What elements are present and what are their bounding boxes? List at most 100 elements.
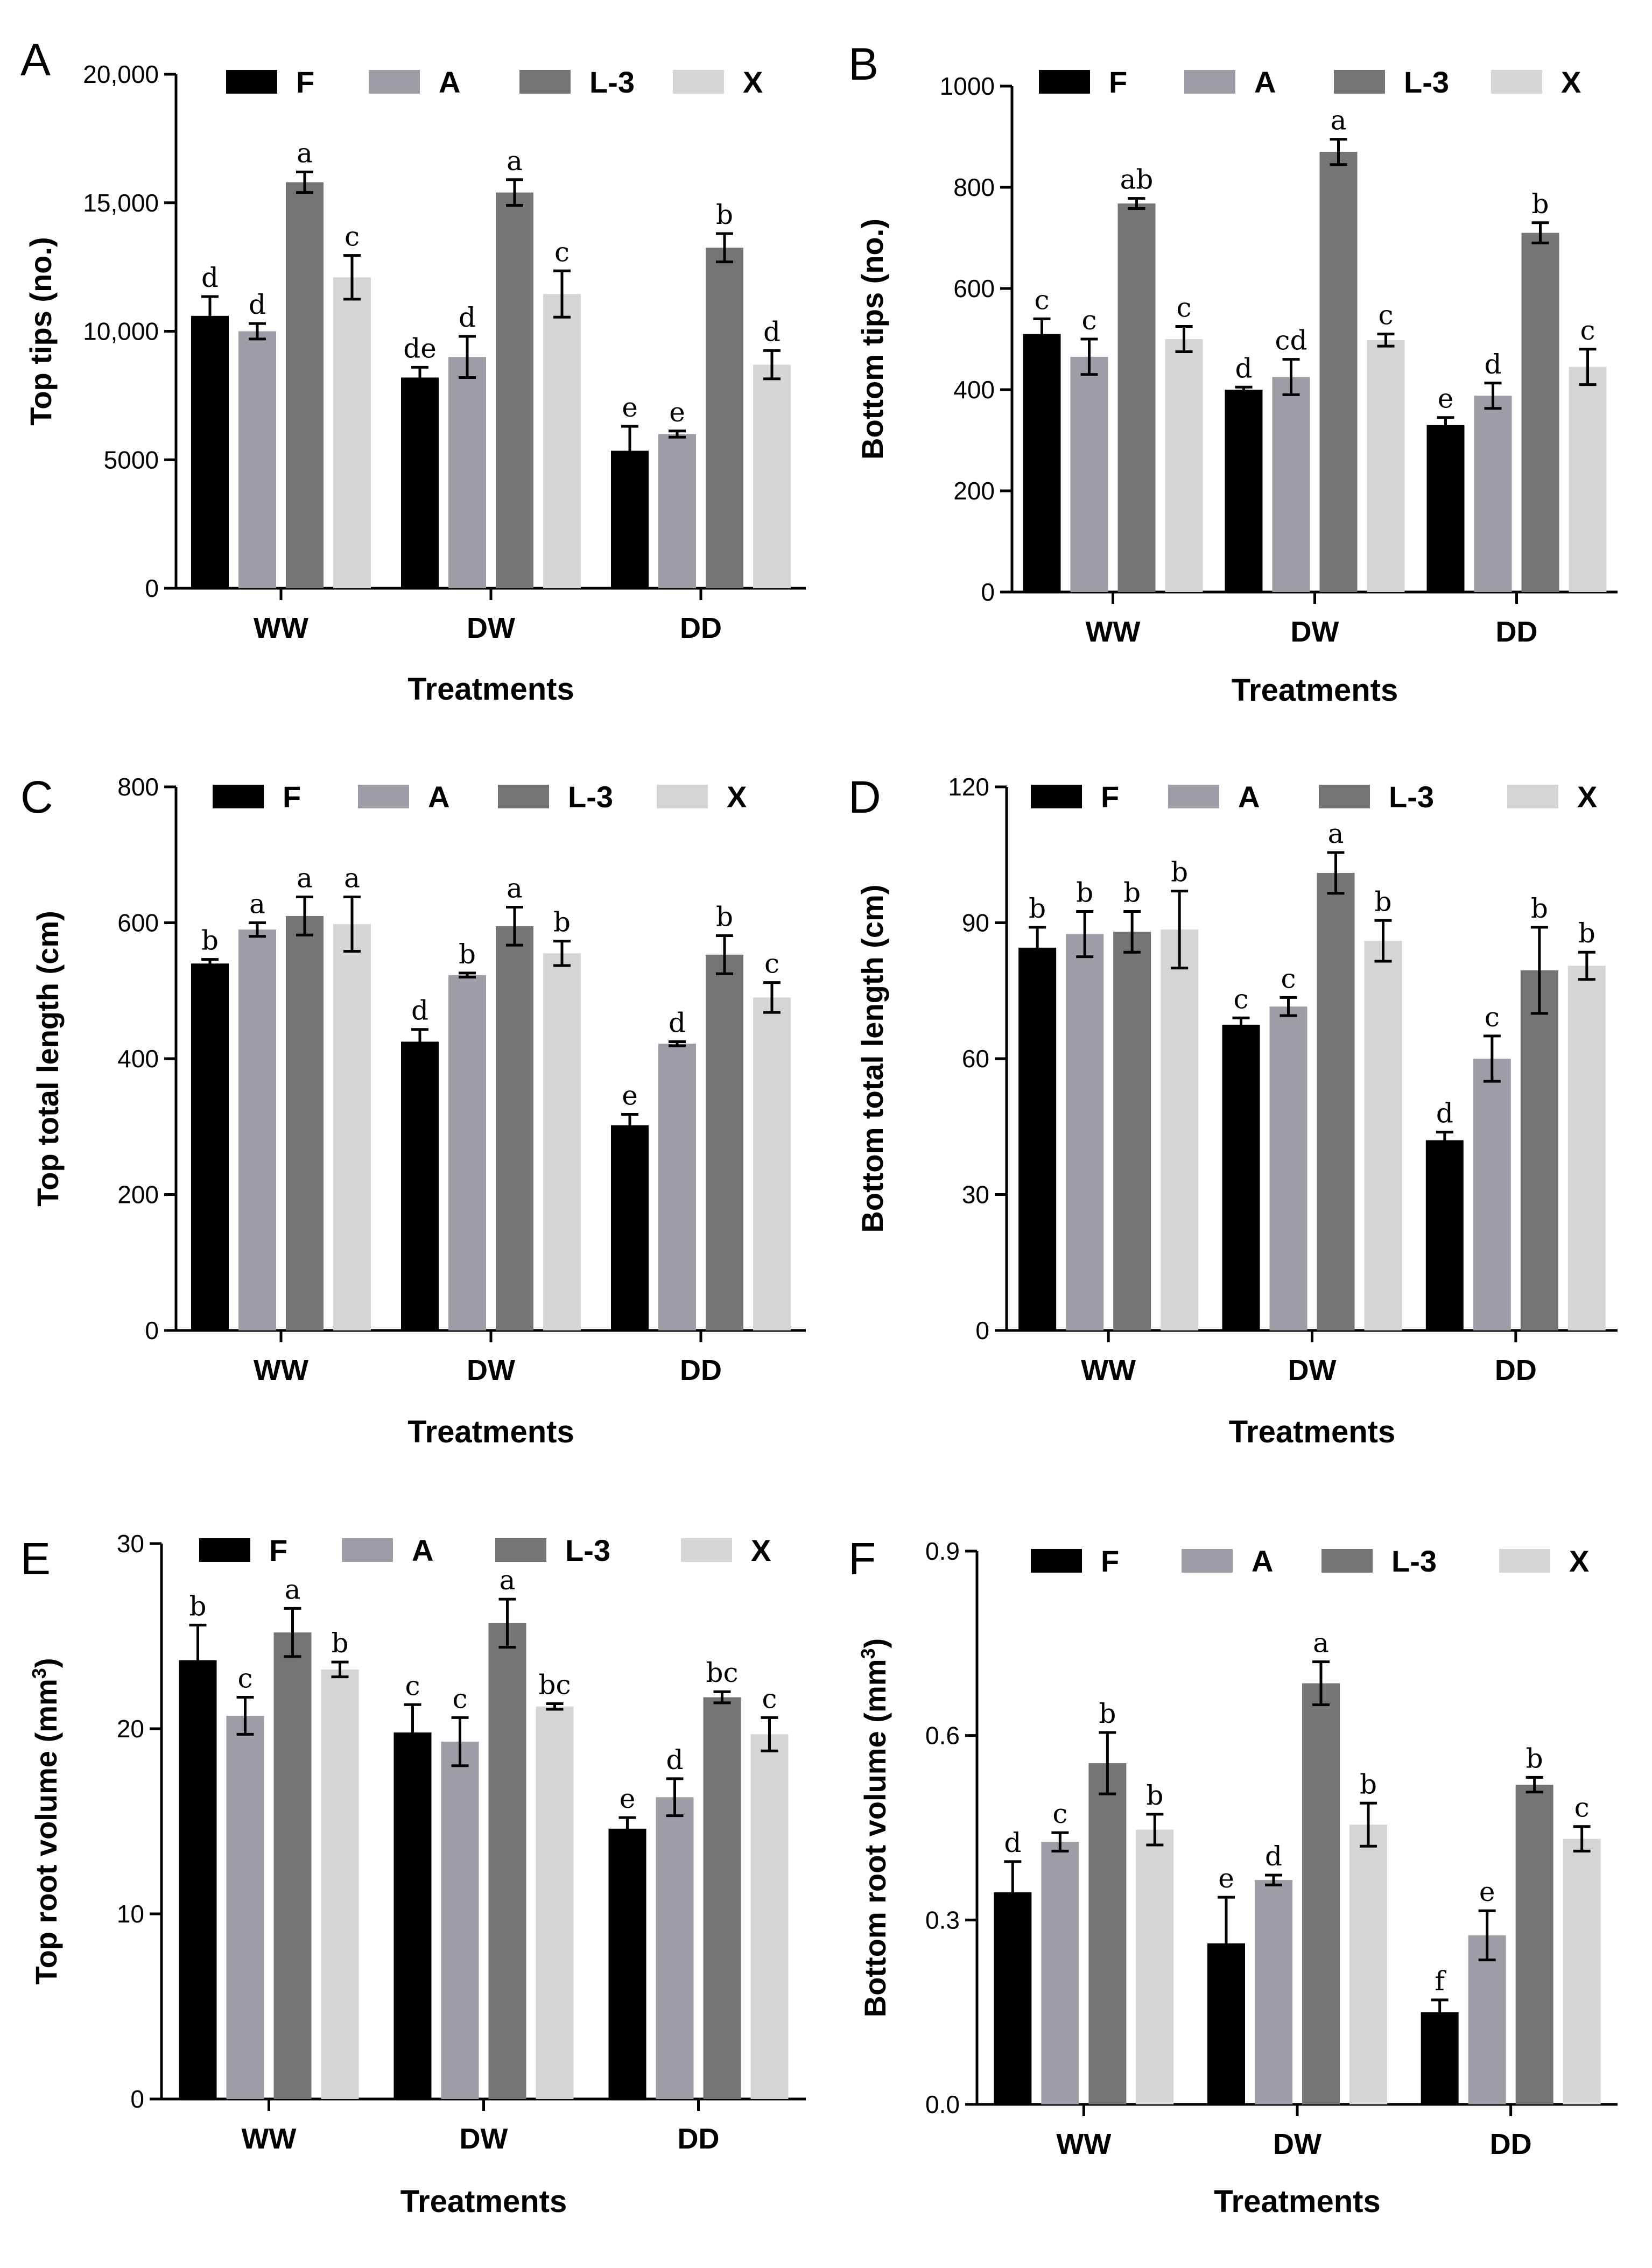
x-tick-label: WW <box>1086 616 1141 648</box>
x-axis-label: Treatments <box>1214 2184 1380 2219</box>
bar-L-3-DW <box>496 926 533 1330</box>
x-tick-label: DD <box>678 2123 720 2155</box>
y-tick-label: 400 <box>117 1045 159 1073</box>
x-tick-label: DW <box>1291 616 1339 648</box>
significance-letter: b <box>1526 1743 1543 1774</box>
x-axis-label: Treatments <box>400 2184 567 2219</box>
significance-letter: c <box>1378 300 1393 331</box>
bar-X-DW <box>543 953 581 1330</box>
x-tick-label: WW <box>254 612 308 644</box>
legend-label-A: A <box>1254 65 1276 99</box>
significance-letter: c <box>764 948 779 980</box>
x-tick-label: WW <box>1056 2128 1111 2160</box>
legend-label-A: A <box>439 65 460 99</box>
x-tick-label: DD <box>1495 1354 1537 1386</box>
bar-L-3-DD <box>1515 1785 1553 2104</box>
significance-letter: b <box>331 1628 348 1659</box>
bar-A-WW <box>1041 1842 1079 2104</box>
y-tick-label: 1000 <box>940 72 995 100</box>
significance-letter: c <box>345 221 360 252</box>
y-tick-label: 400 <box>953 376 995 404</box>
bar-X-DD <box>1567 966 1606 1330</box>
y-tick-label: 90 <box>962 909 989 937</box>
panel-E: E 0 10 20 30 Top root volume (mm3) Treatments W… <box>20 1530 806 2219</box>
bar-A-WW <box>238 331 276 588</box>
legend-label-L-3: L-3 <box>565 1533 610 1567</box>
significance-letter: a <box>507 145 523 177</box>
legend-label-A: A <box>412 1533 433 1567</box>
significance-letter: b <box>1076 877 1093 908</box>
significance-letter: d <box>763 316 781 347</box>
x-axis-label: Treatments <box>407 1414 574 1449</box>
significance-letter: a <box>1331 105 1347 136</box>
x-axis-label: Treatments <box>407 672 574 707</box>
bar-F-DW <box>1222 1024 1260 1330</box>
significance-letter: d <box>1235 353 1252 384</box>
significance-letter: d <box>666 1744 683 1776</box>
bar-X-DW <box>1349 1825 1387 2104</box>
significance-letter: b <box>1099 1698 1116 1729</box>
bar-F-WW <box>179 1660 217 2099</box>
y-axis-label-superscript: 3 <box>28 1668 50 1679</box>
significance-letter: b <box>1578 918 1595 949</box>
x-tick-label: DW <box>1288 1354 1337 1386</box>
x-tick-label: DD <box>1490 2128 1532 2160</box>
significance-letter: a <box>297 863 313 894</box>
x-tick-label: DD <box>680 1354 722 1386</box>
legend-swatch-F <box>1039 70 1090 94</box>
bar-L-3-DW <box>1302 1683 1340 2104</box>
significance-letter: d <box>459 302 476 333</box>
bar-F-DW <box>1225 390 1263 592</box>
bar-A-DW <box>441 1742 479 2099</box>
legend-swatch-F <box>226 70 277 94</box>
panel-label: E <box>20 1533 51 1584</box>
legend-label-F: F <box>296 65 314 99</box>
significance-letter: e <box>669 397 685 428</box>
significance-letter: e <box>622 1080 638 1111</box>
significance-letter: b <box>716 199 733 230</box>
legend-label-X: X <box>1561 65 1581 99</box>
x-tick-label: DD <box>1496 616 1538 648</box>
bar-X-DD <box>750 1734 789 2099</box>
legend-swatch-A <box>358 785 409 808</box>
significance-letter: b <box>1360 1769 1377 1800</box>
significance-letter: c <box>1034 284 1049 315</box>
bar-X-DD <box>753 364 791 588</box>
legend-swatch-L-3 <box>1334 70 1385 94</box>
y-tick-label: 800 <box>117 773 159 801</box>
y-tick-label: 0 <box>975 1316 989 1344</box>
significance-letter: d <box>1265 1841 1282 1872</box>
legend-swatch-L-3 <box>1321 1549 1373 1573</box>
bar-F-DD <box>1426 425 1465 592</box>
legend-swatch-F <box>213 785 264 808</box>
bar-A-DW <box>1255 1880 1292 2104</box>
panel-label: D <box>848 772 881 822</box>
significance-letter: c <box>1574 1792 1590 1823</box>
legend-swatch-F <box>1031 785 1082 808</box>
panel-F: F 0.0 0.3 0.6 0.9 Bottom root volume (mm3) Tre… <box>848 1533 1618 2219</box>
legend-swatch-A <box>342 1538 393 1562</box>
bar-A-DW <box>448 975 486 1330</box>
panel-label: F <box>848 1533 876 1584</box>
y-tick-label: 600 <box>117 909 159 937</box>
bar-X-WW <box>1165 339 1203 592</box>
y-axis-label-text: Bottom tips (no.) <box>855 219 889 460</box>
significance-letter: c <box>405 1670 420 1701</box>
legend-label-A: A <box>428 780 449 814</box>
y-tick-label: 5000 <box>104 446 159 474</box>
legend-swatch-L-3 <box>1319 785 1370 808</box>
bar-L-3-WW <box>286 915 324 1330</box>
legend-label-F: F <box>283 780 301 814</box>
y-tick-label: 0 <box>145 1316 159 1344</box>
bar-A-DD <box>656 1797 694 2099</box>
significance-letter: d <box>1004 1827 1021 1858</box>
significance-letter: c <box>554 236 570 267</box>
bar-F-DD <box>1425 1140 1464 1330</box>
y-tick-label: 120 <box>948 773 989 801</box>
x-axis-label: Treatments <box>1232 673 1398 708</box>
legend-swatch-X <box>657 785 708 808</box>
bar-A-DD <box>658 434 696 588</box>
y-tick-label: 15,000 <box>83 189 159 217</box>
significance-letter: c <box>762 1683 777 1714</box>
significance-letter: d <box>669 1007 686 1038</box>
